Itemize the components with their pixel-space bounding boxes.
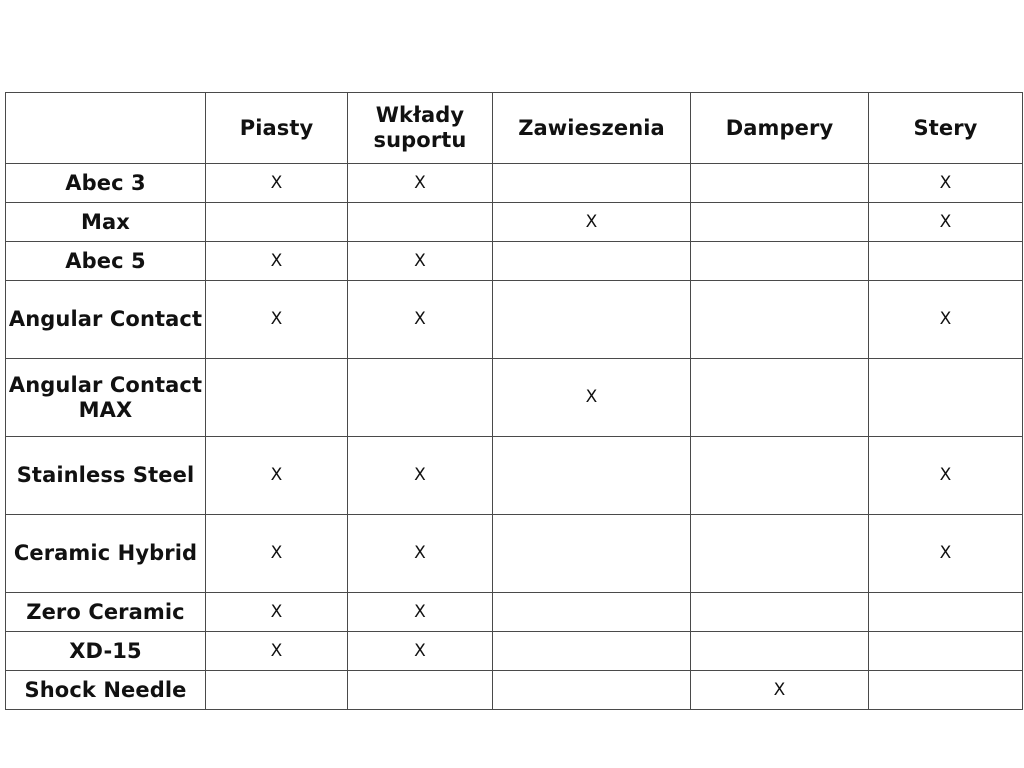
cell-mark-piasty: X (205, 631, 348, 671)
table-row: XD-15 X X (5, 631, 1023, 671)
row-label: Ceramic Hybrid (5, 514, 206, 593)
column-header-dampery: Dampery (690, 92, 869, 164)
cell-empty-dampery (690, 241, 869, 281)
cell-mark-wklady_suportu: X (347, 631, 493, 671)
compatibility-table: Piasty Wkłady suportu Zawieszenia Dampery St… (5, 92, 1023, 710)
row-label: Abec 5 (5, 241, 206, 281)
cell-empty-wklady_suportu (347, 202, 493, 242)
row-label: XD-15 (5, 631, 206, 671)
table-body: Abec 3 X X X Max X X Abec 5 X X Angular Contact X X X… (5, 163, 1023, 710)
column-header-wklady_suportu: Wkłady suportu (347, 92, 493, 164)
cell-empty-zawieszenia (492, 241, 691, 281)
cell-empty-stery (868, 358, 1023, 437)
cell-empty-stery (868, 670, 1023, 710)
cell-empty-dampery (690, 631, 869, 671)
cell-mark-wklady_suportu: X (347, 592, 493, 632)
cell-mark-piasty: X (205, 280, 348, 359)
cell-mark-wklady_suportu: X (347, 280, 493, 359)
table-corner-cell (5, 92, 206, 164)
cell-empty-wklady_suportu (347, 670, 493, 710)
cell-empty-dampery (690, 202, 869, 242)
row-label: Stainless Steel (5, 436, 206, 515)
table-header-row: Piasty Wkłady suportu Zawieszenia Dampery St… (5, 92, 1023, 164)
cell-empty-piasty (205, 670, 348, 710)
row-label: Zero Ceramic (5, 592, 206, 632)
table-header: Piasty Wkłady suportu Zawieszenia Dampery St… (5, 92, 1023, 164)
cell-empty-stery (868, 241, 1023, 281)
cell-empty-zawieszenia (492, 280, 691, 359)
cell-mark-piasty: X (205, 592, 348, 632)
cell-empty-dampery (690, 163, 869, 203)
cell-empty-dampery (690, 514, 869, 593)
cell-mark-zawieszenia: X (492, 358, 691, 437)
table-row: Max X X (5, 202, 1023, 242)
row-label: Shock Needle (5, 670, 206, 710)
table-row: Stainless Steel X X X (5, 436, 1023, 515)
cell-empty-dampery (690, 592, 869, 632)
row-label: Abec 3 (5, 163, 206, 203)
cell-empty-dampery (690, 358, 869, 437)
cell-empty-zawieszenia (492, 514, 691, 593)
column-header-zawieszenia: Zawieszenia (492, 92, 691, 164)
cell-mark-wklady_suportu: X (347, 163, 493, 203)
cell-empty-dampery (690, 280, 869, 359)
cell-mark-piasty: X (205, 163, 348, 203)
cell-empty-dampery (690, 436, 869, 515)
cell-empty-zawieszenia (492, 436, 691, 515)
cell-mark-wklady_suportu: X (347, 436, 493, 515)
column-header-piasty: Piasty (205, 92, 348, 164)
cell-empty-piasty (205, 202, 348, 242)
cell-mark-piasty: X (205, 241, 348, 281)
cell-empty-zawieszenia (492, 631, 691, 671)
cell-mark-zawieszenia: X (492, 202, 691, 242)
table-row: Ceramic Hybrid X X X (5, 514, 1023, 593)
table-row: Shock Needle X (5, 670, 1023, 710)
cell-mark-stery: X (868, 202, 1023, 242)
table-row: Angular Contact MAX X (5, 358, 1023, 437)
cell-mark-dampery: X (690, 670, 869, 710)
cell-empty-zawieszenia (492, 163, 691, 203)
cell-empty-stery (868, 631, 1023, 671)
cell-mark-wklady_suportu: X (347, 514, 493, 593)
cell-empty-zawieszenia (492, 592, 691, 632)
cell-mark-stery: X (868, 163, 1023, 203)
cell-empty-stery (868, 592, 1023, 632)
cell-empty-piasty (205, 358, 348, 437)
row-label: Angular Contact (5, 280, 206, 359)
table-row: Zero Ceramic X X (5, 592, 1023, 632)
cell-empty-zawieszenia (492, 670, 691, 710)
table-row: Angular Contact X X X (5, 280, 1023, 359)
cell-mark-stery: X (868, 514, 1023, 593)
cell-mark-piasty: X (205, 514, 348, 593)
cell-empty-wklady_suportu (347, 358, 493, 437)
cell-mark-stery: X (868, 436, 1023, 515)
row-label: Angular Contact MAX (5, 358, 206, 437)
row-label: Max (5, 202, 206, 242)
cell-mark-wklady_suportu: X (347, 241, 493, 281)
cell-mark-piasty: X (205, 436, 348, 515)
cell-mark-stery: X (868, 280, 1023, 359)
column-header-stery: Stery (868, 92, 1023, 164)
